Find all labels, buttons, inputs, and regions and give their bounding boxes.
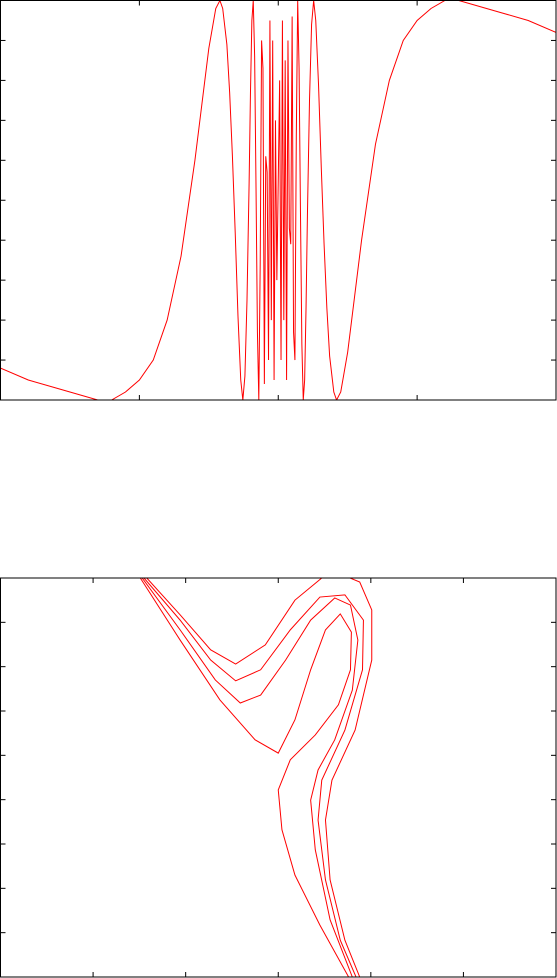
plot-frame <box>0 577 557 978</box>
curve <box>139 578 352 977</box>
plot <box>0 0 557 401</box>
plot-area <box>139 578 373 977</box>
plot <box>0 577 557 978</box>
curve <box>146 578 373 977</box>
curve <box>143 578 364 977</box>
curve <box>0 0 556 400</box>
plot-area <box>0 0 556 400</box>
curve <box>141 578 359 977</box>
